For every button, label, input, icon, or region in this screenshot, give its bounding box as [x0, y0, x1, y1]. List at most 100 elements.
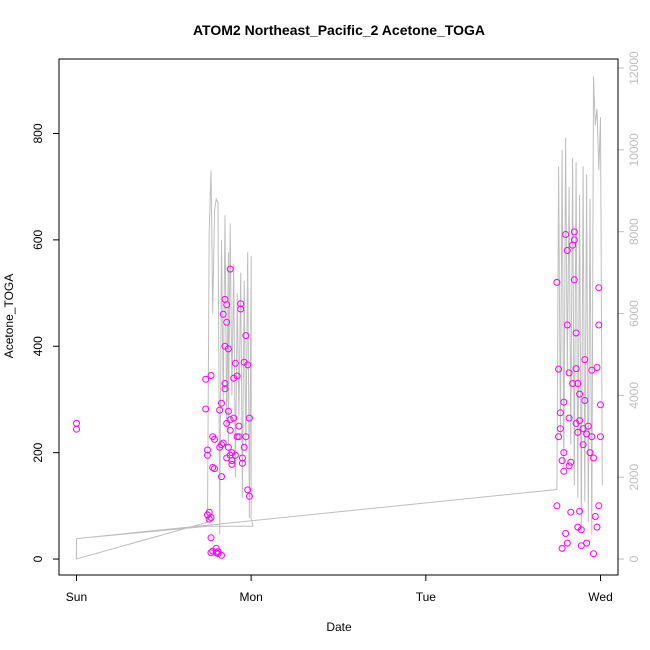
data-point — [242, 433, 250, 441]
data-point — [205, 515, 213, 523]
data-point — [218, 551, 225, 559]
data-point — [223, 301, 231, 309]
data-point — [576, 390, 584, 398]
data-point — [574, 428, 582, 436]
y2-tick-label: 8000 — [627, 218, 641, 245]
data-point — [597, 433, 604, 441]
data-point — [73, 425, 80, 433]
data-point — [563, 539, 571, 547]
data-point — [228, 460, 236, 468]
y2-tick-label: 6000 — [627, 300, 641, 327]
data-point — [560, 467, 568, 475]
data-point — [570, 228, 578, 236]
data-point — [238, 454, 246, 462]
data-point — [207, 534, 215, 542]
y-tick-label: 200 — [31, 442, 45, 462]
data-point — [586, 449, 594, 457]
data-point — [597, 401, 604, 409]
data-point — [219, 439, 227, 447]
data-point — [577, 526, 585, 534]
y-tick-label: 600 — [31, 230, 45, 250]
x-tick-label: Tue — [416, 590, 437, 604]
y2-tick-label: 10000 — [627, 133, 641, 167]
y2-tick-label: 12000 — [627, 51, 641, 85]
data-point — [221, 380, 229, 387]
y-tick-label: 400 — [31, 336, 45, 356]
data-point — [570, 236, 578, 244]
data-point — [230, 414, 238, 422]
data-point — [565, 462, 573, 470]
data-point — [242, 332, 250, 340]
data-point — [226, 426, 234, 434]
data-point — [228, 457, 236, 465]
data-point — [224, 443, 232, 451]
data-point — [204, 446, 211, 454]
data-point — [556, 409, 564, 417]
data-point — [553, 278, 561, 286]
data-point — [572, 365, 580, 373]
data-point — [567, 458, 575, 466]
data-point — [207, 372, 215, 379]
data-point — [583, 539, 591, 547]
data-point — [553, 502, 561, 510]
data-point — [574, 380, 582, 387]
data-point — [244, 361, 252, 369]
data-point — [219, 310, 227, 318]
data-point — [576, 507, 584, 515]
data-point — [588, 433, 596, 441]
data-point — [567, 508, 575, 516]
data-point — [595, 284, 603, 292]
data-point — [214, 548, 222, 556]
data-point — [218, 399, 225, 407]
data-point — [224, 407, 232, 415]
y-tick-label: 800 — [31, 123, 45, 143]
data-point — [223, 318, 231, 326]
data-point — [570, 276, 578, 284]
data-point — [238, 459, 246, 467]
data-point — [591, 513, 599, 520]
data-point — [231, 359, 239, 367]
data-point — [204, 451, 211, 459]
data-point — [221, 385, 229, 393]
data-point — [558, 544, 566, 552]
y-axis-label: Acetone_TOGA — [2, 274, 16, 359]
data-point — [595, 502, 603, 510]
data-point — [226, 265, 234, 273]
data-point — [237, 300, 245, 308]
data-point — [245, 492, 253, 500]
data-point — [218, 441, 225, 449]
data-point — [214, 550, 222, 558]
data-point — [211, 435, 218, 443]
data-point — [593, 364, 601, 371]
y-tick-label: 0 — [31, 555, 45, 562]
data-point — [558, 457, 566, 465]
data-point — [572, 329, 580, 337]
x-tick-label: Mon — [239, 590, 262, 604]
data-point — [231, 451, 239, 459]
data-point — [569, 380, 577, 387]
data-point — [223, 419, 231, 427]
data-point — [233, 372, 241, 380]
plot-frame — [58, 58, 619, 576]
x-tick-label: Wed — [588, 590, 612, 604]
data-points-layer — [73, 228, 604, 559]
data-point — [224, 345, 232, 353]
x-axis-label: Date — [326, 620, 352, 634]
data-point — [230, 374, 238, 382]
data-point — [560, 449, 568, 457]
y2-tick-label: 2000 — [627, 464, 641, 491]
data-point — [207, 514, 215, 521]
data-point — [218, 473, 225, 481]
data-point — [235, 433, 243, 441]
data-point — [565, 414, 573, 422]
data-point — [562, 231, 570, 238]
data-point — [244, 486, 252, 494]
data-point — [209, 464, 217, 471]
data-point — [579, 441, 587, 449]
x-tick-label: Sun — [66, 590, 87, 604]
data-point — [555, 365, 563, 373]
y2-tick-label: 0 — [627, 555, 641, 562]
data-point — [563, 247, 571, 254]
